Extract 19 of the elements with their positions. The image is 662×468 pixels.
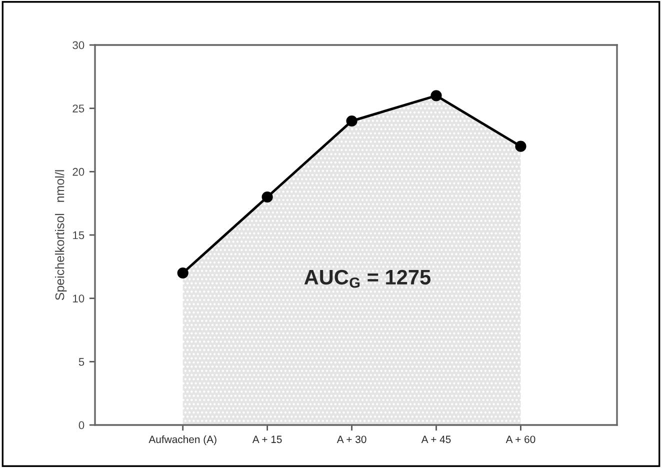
y-tick-label: 5 <box>78 358 84 366</box>
point <box>515 140 526 152</box>
y-tick-label: 10 <box>73 294 84 302</box>
y-tick-label: 30 <box>72 41 84 50</box>
y-tick-label: 20 <box>72 168 84 176</box>
x-tick-label: Aufwachen (A) <box>148 435 216 446</box>
x-tick-label: A + 15 <box>252 436 282 444</box>
y-tick-label: 0 <box>78 421 84 430</box>
x-tick-label: A + 30 <box>336 436 366 444</box>
point <box>262 191 273 203</box>
point <box>430 90 442 102</box>
y-axis-title: Speichelkortisol nmol/l <box>55 170 67 300</box>
x-tick-label: A + 60 <box>506 436 536 444</box>
point <box>177 267 188 279</box>
annotation: AUC$_{G}$ = 1275 <box>304 270 431 288</box>
y-tick-label: 25 <box>72 104 84 112</box>
x-tick-label: A + 45 <box>421 436 451 444</box>
y-tick-label: 15 <box>73 231 84 240</box>
point <box>346 115 358 127</box>
